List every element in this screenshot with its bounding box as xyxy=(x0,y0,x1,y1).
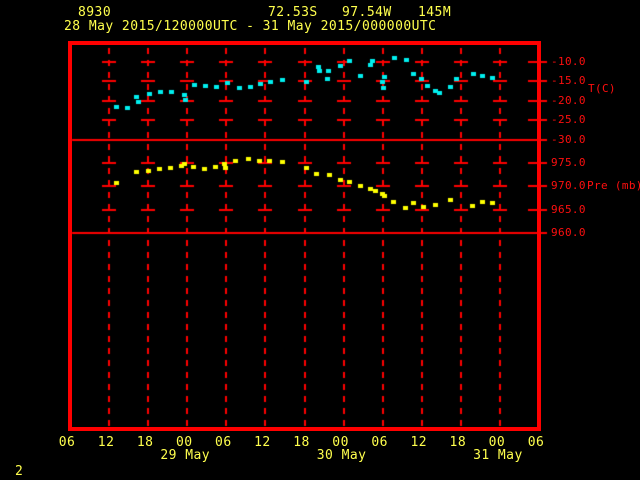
temperature-tick-label: -30.0 xyxy=(551,133,586,146)
temperature-tick-label: -20.0 xyxy=(551,94,586,107)
x-axis-date-label: 29 May xyxy=(160,448,211,463)
x-axis-hour-label: 00 xyxy=(488,435,506,450)
x-axis-hour-label: 06 xyxy=(527,435,545,450)
plot-frame xyxy=(68,41,541,431)
x-axis-hour-label: 18 xyxy=(293,435,310,450)
x-axis-hour-label: 18 xyxy=(449,435,467,450)
pressure-tick-label: 970.0 xyxy=(551,179,586,192)
pressure-tick-label: 965.0 xyxy=(551,203,586,216)
x-axis-hour-label: 18 xyxy=(136,435,154,450)
temperature-tick-label: -15.0 xyxy=(551,74,586,87)
x-axis-hour-label: 06 xyxy=(371,435,388,450)
temperature-tick-label: -10.0 xyxy=(551,55,586,68)
x-axis-hour-label: 12 xyxy=(254,435,271,450)
x-axis-hour-label: 12 xyxy=(97,435,115,450)
x-axis-date-label: 30 May xyxy=(316,448,367,463)
x-axis-hour-label: 06 xyxy=(58,435,76,450)
x-axis-date-label: 31 May xyxy=(473,448,523,463)
x-axis-hour-label: 00 xyxy=(175,435,193,450)
temperature-tick-label: -25.0 xyxy=(551,113,586,126)
x-axis-hour-label: 12 xyxy=(410,435,428,450)
pressure-tick-label: 960.0 xyxy=(551,226,586,239)
x-axis-hour-label: 06 xyxy=(215,435,232,450)
x-axis-hour-label: 00 xyxy=(332,435,349,450)
pressure-tick-label: 975.0 xyxy=(551,156,586,169)
